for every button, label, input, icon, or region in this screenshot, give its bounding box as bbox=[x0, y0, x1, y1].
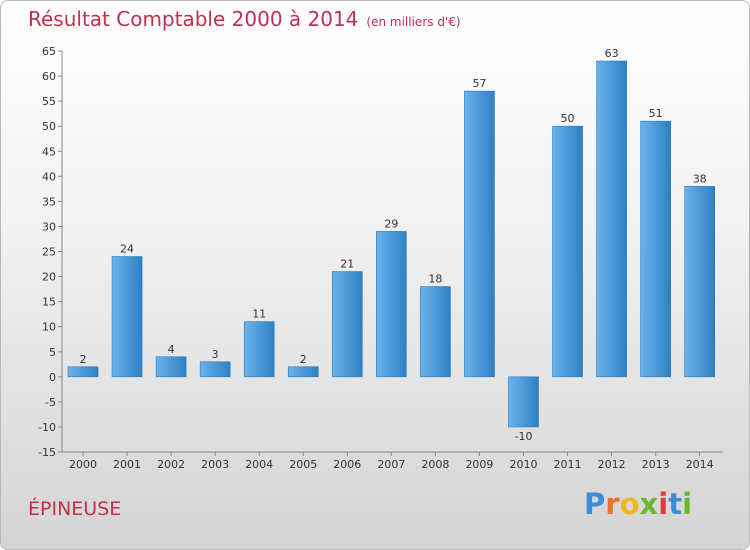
y-tick-label: 10 bbox=[42, 321, 56, 334]
logo-letter: x bbox=[639, 487, 659, 521]
x-tick-label: 2003 bbox=[201, 458, 229, 471]
x-tick-label: 2010 bbox=[510, 458, 538, 471]
data-label: 38 bbox=[693, 172, 707, 185]
bar bbox=[155, 356, 187, 378]
bar bbox=[67, 366, 99, 378]
bar bbox=[199, 361, 231, 378]
title-text: Résultat Comptable 2000 à 2014 bbox=[28, 7, 359, 31]
commune-name: ÉPINEUSE bbox=[28, 498, 122, 520]
bar bbox=[111, 256, 143, 378]
data-label: 29 bbox=[384, 217, 398, 230]
x-tick-label: 2007 bbox=[377, 458, 405, 471]
bar bbox=[552, 125, 583, 378]
y-tick-label: 20 bbox=[42, 271, 56, 284]
chart-title: Résultat Comptable 2000 à 2014 (en millie… bbox=[28, 7, 461, 31]
x-tick-label: 2005 bbox=[289, 458, 317, 471]
bar bbox=[331, 271, 363, 378]
data-label: 11 bbox=[252, 308, 266, 321]
y-tick-label: 30 bbox=[42, 220, 56, 233]
data-label: 51 bbox=[649, 107, 663, 120]
data-label: 4 bbox=[168, 343, 175, 356]
data-label: 21 bbox=[340, 258, 354, 271]
y-tick-label: 65 bbox=[42, 45, 56, 58]
data-label: 3 bbox=[212, 348, 219, 361]
data-label: 50 bbox=[561, 112, 575, 125]
logo-letter: t bbox=[668, 487, 683, 521]
x-tick-label: 2009 bbox=[465, 458, 493, 471]
y-tick-label: 40 bbox=[42, 170, 56, 183]
y-tick-label: 45 bbox=[42, 145, 56, 158]
proxiti-logo[interactable]: Proxiti bbox=[584, 487, 692, 521]
x-tick-label: 2000 bbox=[69, 458, 97, 471]
data-label: 63 bbox=[605, 47, 619, 60]
y-tick-label: -15 bbox=[38, 446, 56, 459]
bar bbox=[508, 376, 539, 428]
logo-letter: r bbox=[605, 487, 620, 521]
x-tick-label: 2006 bbox=[333, 458, 361, 471]
data-label: 2 bbox=[80, 353, 87, 366]
x-tick-label: 2014 bbox=[686, 458, 714, 471]
y-tick-label: 0 bbox=[49, 371, 56, 384]
bar bbox=[376, 231, 407, 378]
data-label: 57 bbox=[472, 77, 486, 90]
y-tick-label: 15 bbox=[42, 296, 56, 309]
bar bbox=[287, 366, 319, 378]
logo-letter: P bbox=[584, 487, 606, 521]
x-tick-label: 2001 bbox=[113, 458, 141, 471]
y-tick-label: 55 bbox=[42, 95, 56, 108]
x-tick-label: 2011 bbox=[554, 458, 582, 471]
x-tick-label: 2008 bbox=[421, 458, 449, 471]
logo-letter: i bbox=[682, 487, 693, 521]
logo-letter: i bbox=[658, 487, 669, 521]
x-tick-label: 2012 bbox=[598, 458, 626, 471]
x-tick-label: 2004 bbox=[245, 458, 273, 471]
y-tick-label: 5 bbox=[49, 346, 56, 359]
bar bbox=[640, 120, 671, 378]
y-tick-label: 60 bbox=[42, 70, 56, 83]
bar bbox=[243, 321, 275, 378]
y-tick-label: -10 bbox=[38, 421, 56, 434]
bar bbox=[464, 90, 495, 378]
bar bbox=[684, 186, 716, 378]
y-tick-label: 35 bbox=[42, 195, 56, 208]
data-label: 24 bbox=[120, 243, 134, 256]
data-label: -10 bbox=[515, 430, 533, 443]
logo-letter: o bbox=[619, 487, 640, 521]
axes: -15 -10 -5 0 5 10 15 20 25 30 35 40 45 50 55 60 65 2000 20… bbox=[38, 45, 723, 471]
y-tick-label: 25 bbox=[42, 246, 56, 259]
x-tick-label: 2013 bbox=[642, 458, 670, 471]
value-labels: 2 24 4 3 11 2 21 29 18 57 -10 50 63 51 38 bbox=[80, 47, 707, 443]
chart-subtitle: (en milliers d'€) bbox=[366, 15, 461, 29]
y-tick-label: -5 bbox=[45, 396, 56, 409]
bar bbox=[596, 60, 627, 378]
data-label: 2 bbox=[300, 353, 307, 366]
bar bbox=[420, 286, 451, 378]
data-label: 18 bbox=[428, 273, 442, 286]
y-tick-label: 50 bbox=[42, 120, 56, 133]
bars bbox=[67, 60, 716, 428]
x-tick-label: 2002 bbox=[157, 458, 185, 471]
